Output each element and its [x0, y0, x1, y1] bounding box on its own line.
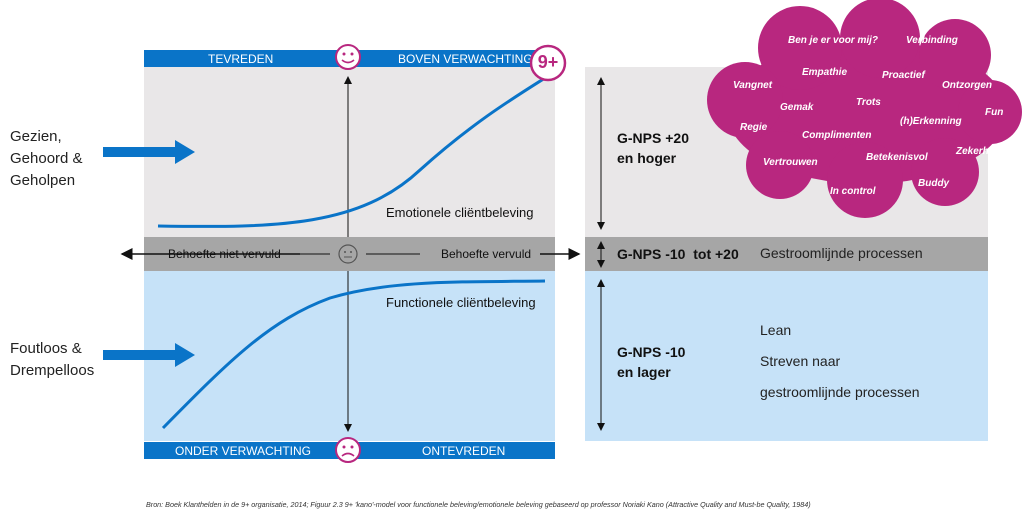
cloud-word: (h)Erkenning: [900, 116, 962, 127]
nps-middle-score: G-NPS -10 tot +20: [617, 246, 739, 262]
gestroomlijnde-item: gestroomlijnde processen: [760, 384, 920, 400]
cloud-word: Complimenten: [802, 130, 872, 141]
cloud-word: Zekerheid: [956, 146, 1004, 157]
nps-middle-text: Gestroomlijnde processen: [760, 245, 923, 261]
cloud-word: Gemak: [780, 102, 814, 113]
arrow-icon-bottom: [103, 343, 195, 367]
middle-band-right: [585, 237, 988, 271]
bottom-bar-left-label: ONDER VERWACHTING: [175, 443, 312, 458]
streven-item: Streven naar: [760, 353, 841, 369]
functional-curve: [161, 279, 546, 430]
sad-face-icon: [335, 437, 361, 463]
left-label-top: Gezien, Gehoord & Geholpen: [10, 128, 83, 189]
cloud-word: Ben je er voor mij?: [788, 35, 879, 46]
emotional-curve: [157, 76, 546, 228]
bottom-bar-right-label: ONTEVREDEN: [422, 443, 506, 458]
cloud-shape: [707, 0, 1022, 218]
cloud-word: Vangnet: [733, 80, 773, 91]
source-caption: Bron: Boek Klanthelden in de 9+ organisa…: [146, 500, 811, 509]
cloud-word: Buddy: [918, 178, 950, 189]
cloud-word: Regie: [740, 122, 768, 133]
cloud-word: Proactief: [882, 70, 925, 81]
cloud-word: Betekenisvol: [866, 152, 928, 163]
right-bottom-zone: [585, 271, 988, 441]
top-bar-right-label: BOVEN VERWACHTING: [398, 51, 533, 66]
lean-item: Lean: [760, 322, 792, 338]
functional-zone: [144, 271, 555, 441]
cloud-word: Empathie: [802, 67, 848, 78]
nps-top-label: G-NPS +20 en hoger: [617, 130, 689, 166]
emotional-curve-label: Emotionele cliëntbeleving: [386, 205, 534, 220]
nine-plus-badge-icon: [529, 44, 567, 82]
happy-face-icon: [335, 44, 361, 70]
top-bar-left-label: TEVREDEN: [208, 51, 274, 66]
cloud-word: Vertrouwen: [763, 157, 818, 168]
cloud-word: Trots: [856, 97, 881, 108]
need-met-label: Behoefte vervuld: [441, 247, 532, 261]
neutral-face-icon: [338, 244, 358, 264]
cloud-word: Ontzorgen: [942, 80, 992, 91]
emotional-zone: [144, 67, 555, 237]
left-label-bottom: Foutloos & Drempelloos: [10, 340, 95, 379]
arrow-icon-top: [103, 140, 195, 164]
nps-bottom-label: G-NPS -10 en lager: [617, 344, 686, 380]
cloud-word: Fun: [985, 107, 1004, 118]
cloud-word: In control: [830, 186, 876, 197]
functional-curve-label: Functionele cliëntbeleving: [386, 295, 536, 310]
nine-plus-badge-label: 9+: [537, 52, 559, 72]
cloud-word: Verbinding: [906, 35, 958, 46]
